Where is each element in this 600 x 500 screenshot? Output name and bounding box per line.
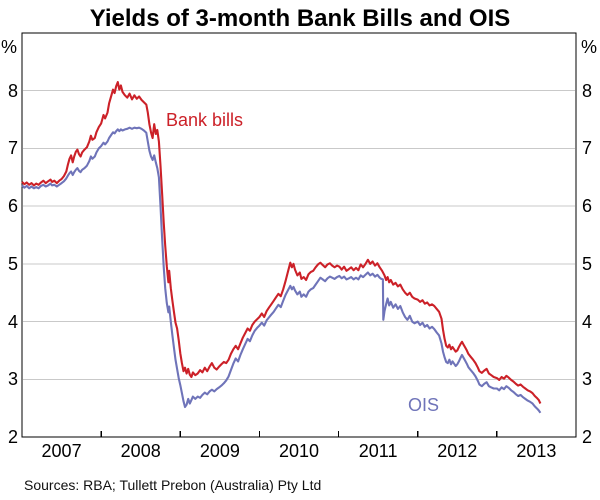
series-label-bank-bills: Bank bills (166, 110, 244, 130)
y-axis-label-right-8: 8 (582, 80, 593, 101)
y-axis-label-right-7: 7 (582, 138, 593, 159)
y-axis-label-right-5: 5 (582, 253, 593, 274)
source-note: Sources: RBA; Tullett Prebon (Australia)… (24, 477, 322, 493)
y-axis-label-left-5: 5 (7, 253, 18, 274)
chart-title: Yields of 3-month Bank Bills and OIS (89, 5, 511, 32)
x-axis-label-2009: 2009 (199, 441, 240, 461)
x-axis-label-2010: 2010 (278, 441, 320, 461)
y-axis-label-left-2: 2 (7, 427, 18, 447)
series-line-ois (21, 126, 542, 414)
y-axis-label-left-3: 3 (7, 369, 18, 390)
y-axis-unit-left: % (0, 37, 17, 57)
x-axis-label-2011: 2011 (358, 441, 398, 461)
y-axis-unit-right: % (581, 37, 598, 57)
x-axis-label-2012: 2012 (437, 441, 478, 461)
plot-frame (21, 32, 577, 438)
y-axis-label-right-4: 4 (582, 311, 593, 332)
y-axis-label-right-3: 3 (582, 369, 593, 390)
y-axis-label-left-7: 7 (7, 138, 18, 159)
y-axis-label-right-2: 2 (582, 427, 593, 447)
x-axis-label-2007: 2007 (41, 441, 82, 461)
y-axis-label-left-6: 6 (7, 196, 18, 217)
x-axis-label-2008: 2008 (120, 441, 161, 461)
series-label-ois: OIS (408, 395, 440, 415)
y-axis-label-right-6: 6 (582, 196, 593, 217)
y-axis-label-left-4: 4 (7, 311, 18, 332)
y-axis-label-left-8: 8 (7, 80, 18, 101)
x-axis-label-2013: 2013 (516, 441, 557, 461)
series-line-bank-bills (21, 81, 542, 404)
